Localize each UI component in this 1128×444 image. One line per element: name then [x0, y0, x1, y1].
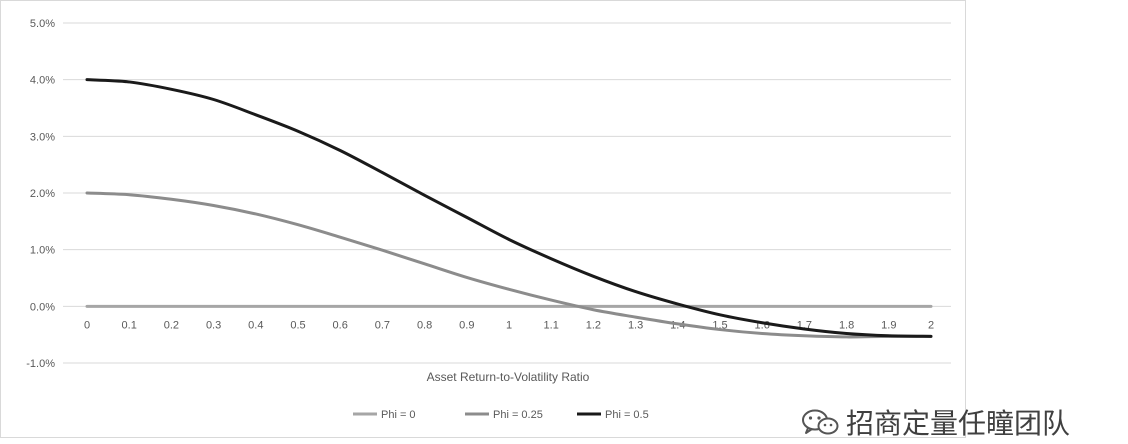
series-line-2	[85, 191, 933, 339]
x-tick-label: 0.7	[375, 319, 390, 331]
legend: Phi = 0 Phi = 0.25 Phi = 0.5	[353, 409, 649, 421]
legend-label: Phi = 0	[381, 409, 416, 421]
x-tick-label: 1	[506, 319, 512, 331]
x-tick-label: 1.8	[839, 319, 854, 331]
x-axis-title: Asset Return-to-Volatility Ratio	[427, 370, 590, 384]
legend-item: Phi = 0.25	[465, 409, 543, 421]
chart-frame: 5.0% 4.0% 3.0% 2.0% 1.0% 0.0% -1.0% 0 0.1 0.2 0.3…	[0, 0, 966, 438]
y-tick-label: 1.0%	[30, 245, 55, 257]
legend-item: Phi = 0.5	[577, 409, 649, 421]
y-tick-label: 4.0%	[30, 75, 55, 87]
x-tick-labels: 0 0.1 0.2 0.3 0.4 0.5 0.6 0.7 0.8 0.9 1 1.1 1.2 1.3 1.…	[84, 319, 934, 331]
series-lines	[85, 78, 933, 339]
x-tick-label: 1.1	[544, 319, 559, 331]
x-tick-label: 1.2	[586, 319, 601, 331]
x-tick-label: 1.3	[628, 319, 643, 331]
y-tick-label: 2.0%	[30, 188, 55, 200]
x-tick-label: 0.2	[164, 319, 179, 331]
y-tick-label: 0.0%	[30, 301, 55, 313]
series-line-3	[85, 78, 933, 338]
y-tick-label: -1.0%	[26, 358, 55, 370]
x-tick-label: 0.1	[122, 319, 137, 331]
x-tick-label: 1.9	[881, 319, 896, 331]
y-tick-labels: 5.0% 4.0% 3.0% 2.0% 1.0% 0.0% -1.0%	[26, 18, 55, 370]
legend-item: Phi = 0	[353, 409, 416, 421]
y-tick-label: 3.0%	[30, 131, 55, 143]
x-tick-label: 0.4	[248, 319, 263, 331]
watermark-text: 招商定量任瞳团队	[846, 407, 1071, 440]
wechat-icon	[802, 409, 839, 435]
legend-label: Phi = 0.5	[605, 409, 649, 421]
y-tick-label: 5.0%	[30, 18, 55, 30]
legend-label: Phi = 0.25	[493, 409, 543, 421]
gridlines	[63, 22, 951, 364]
x-tick-label: 0.6	[333, 319, 348, 331]
line-chart: 5.0% 4.0% 3.0% 2.0% 1.0% 0.0% -1.0% 0 0.1 0.2 0.3…	[26, 18, 951, 421]
x-tick-label: 2	[928, 319, 934, 331]
x-tick-label: 0.8	[417, 319, 432, 331]
x-tick-label: 0.3	[206, 319, 221, 331]
x-tick-label: 0.9	[459, 319, 474, 331]
x-tick-label: 0.5	[290, 319, 305, 331]
watermark: 招商定量任瞳团队	[800, 404, 1070, 440]
x-tick-label: 0	[84, 319, 90, 331]
